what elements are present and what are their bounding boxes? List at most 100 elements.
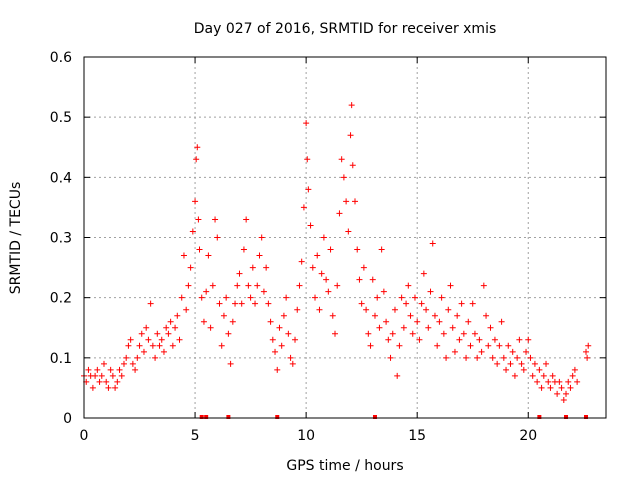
data-point [489,354,496,361]
data-point [312,294,319,301]
data-point [476,336,483,343]
data-point [176,336,183,343]
data-point [360,264,367,271]
data-point [187,264,194,271]
data-point [304,156,311,163]
data-point [227,360,234,367]
zero-marker [204,415,209,419]
data-point [223,294,230,301]
data-point [431,312,438,319]
y-tick-label: 0 [63,411,72,427]
data-point [205,252,212,259]
data-point [534,378,541,385]
data-point [585,342,592,349]
data-point [200,318,207,325]
data-point [531,360,538,367]
data-point [336,210,343,217]
data-point [503,366,510,373]
data-point [487,324,494,331]
data-point [460,330,467,337]
data-point [265,300,272,307]
data-point [109,372,116,379]
data-point [256,252,263,259]
data-point [156,342,163,349]
data-point [327,246,334,253]
y-tick-label: 0.4 [50,170,72,186]
data-point [343,198,350,205]
data-point [538,384,545,391]
data-point [414,318,421,325]
data-point [274,366,281,373]
data-point [583,348,590,355]
data-point [120,360,127,367]
data-point [269,336,276,343]
data-point [238,300,245,307]
data-point [220,312,227,319]
x-tick-label: 0 [80,428,89,444]
data-point [465,318,472,325]
data-point [243,216,250,223]
data-point [351,198,358,205]
data-point [232,300,239,307]
data-point [183,306,190,313]
data-point [525,336,532,343]
data-point [569,372,576,379]
data-point [496,342,503,349]
data-point [132,366,139,373]
zero-marker [275,415,280,419]
data-point [394,372,401,379]
data-point [563,390,570,397]
data-point [96,378,103,385]
data-point [236,270,243,277]
data-point [147,300,154,307]
data-point [195,216,202,223]
data-points [81,102,592,419]
x-tick-label: 20 [519,428,537,444]
data-point [527,354,534,361]
data-point [298,258,305,265]
data-point [127,336,134,343]
data-point [123,354,130,361]
data-point [145,336,152,343]
data-point [523,348,530,355]
data-point [584,354,591,361]
data-point [471,330,478,337]
data-point [174,312,181,319]
data-point [349,162,356,169]
data-point [549,372,556,379]
data-point [114,378,121,385]
data-point [240,246,247,253]
data-point [443,354,450,361]
data-point [329,312,336,319]
data-point [358,300,365,307]
data-point [134,354,141,361]
data-point [203,288,210,295]
axis-ticks: 0 0.1 0.2 0.3 0.4 0.5 0.6 0 5 10 15 20 [50,50,606,444]
data-point [154,330,161,337]
data-point [136,342,143,349]
data-point [396,342,403,349]
data-point [378,246,385,253]
data-point [438,294,445,301]
data-point [398,294,405,301]
data-point [467,342,474,349]
data-point [500,354,507,361]
data-point [556,378,563,385]
data-point [316,306,323,313]
data-point [411,294,418,301]
data-point [371,312,378,319]
data-point [449,324,456,331]
data-point [456,336,463,343]
data-point [116,366,123,373]
data-point [98,372,105,379]
data-point [276,324,283,331]
data-point [194,144,201,151]
data-point [565,378,572,385]
data-point [389,330,396,337]
data-point [348,102,355,109]
data-point [152,354,159,361]
data-point [574,378,581,385]
data-point [216,300,223,307]
data-point [365,330,372,337]
data-point [483,312,490,319]
